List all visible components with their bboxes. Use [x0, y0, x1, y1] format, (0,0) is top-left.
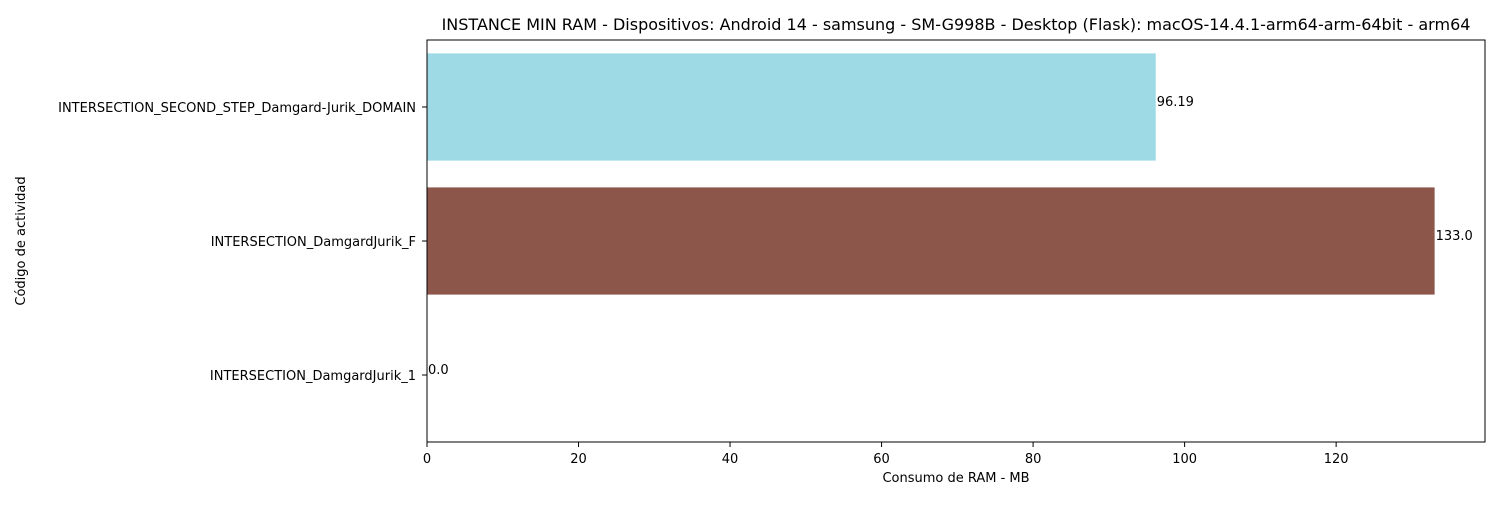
- y-tick-label: INTERSECTION_SECOND_STEP_Damgard-Jurik_D…: [58, 101, 416, 116]
- plot-frame: [426, 39, 1486, 443]
- bar-value-label: 0.0: [428, 363, 449, 378]
- bar-intersection-damgardjurik-f: [427, 187, 1435, 295]
- data-labels-group: 0.0 133.0 96.19: [428, 95, 1473, 378]
- x-tick-label: 60: [873, 452, 890, 467]
- y-tick-label: INTERSECTION_DamgardJurik_F: [211, 235, 416, 250]
- x-tick-label: 40: [722, 452, 739, 467]
- y-axis-label: Código de actividad: [14, 176, 29, 305]
- bar-value-label: 133.0: [1436, 229, 1473, 244]
- y-axis: INTERSECTION_DamgardJurik_1 INTERSECTION_…: [58, 101, 427, 384]
- x-tick-label: 0: [423, 452, 431, 467]
- x-tick-label: 80: [1025, 452, 1042, 467]
- bar-value-label: 96.19: [1157, 95, 1194, 110]
- x-axis-label: Consumo de RAM - MB: [882, 471, 1029, 486]
- y-tick-label: INTERSECTION_DamgardJurik_1: [210, 369, 416, 384]
- bar-intersection-second-step-damgard-jurik-domain: [427, 53, 1156, 161]
- bars-group: [427, 53, 1435, 295]
- x-tick-label: 120: [1324, 452, 1349, 467]
- x-axis: 0 20 40 60 80 100 120: [423, 442, 1349, 467]
- x-tick-label: 20: [570, 452, 587, 467]
- x-tick-label: 100: [1172, 452, 1197, 467]
- chart-title: INSTANCE MIN RAM - Dispositivos: Android…: [442, 15, 1471, 34]
